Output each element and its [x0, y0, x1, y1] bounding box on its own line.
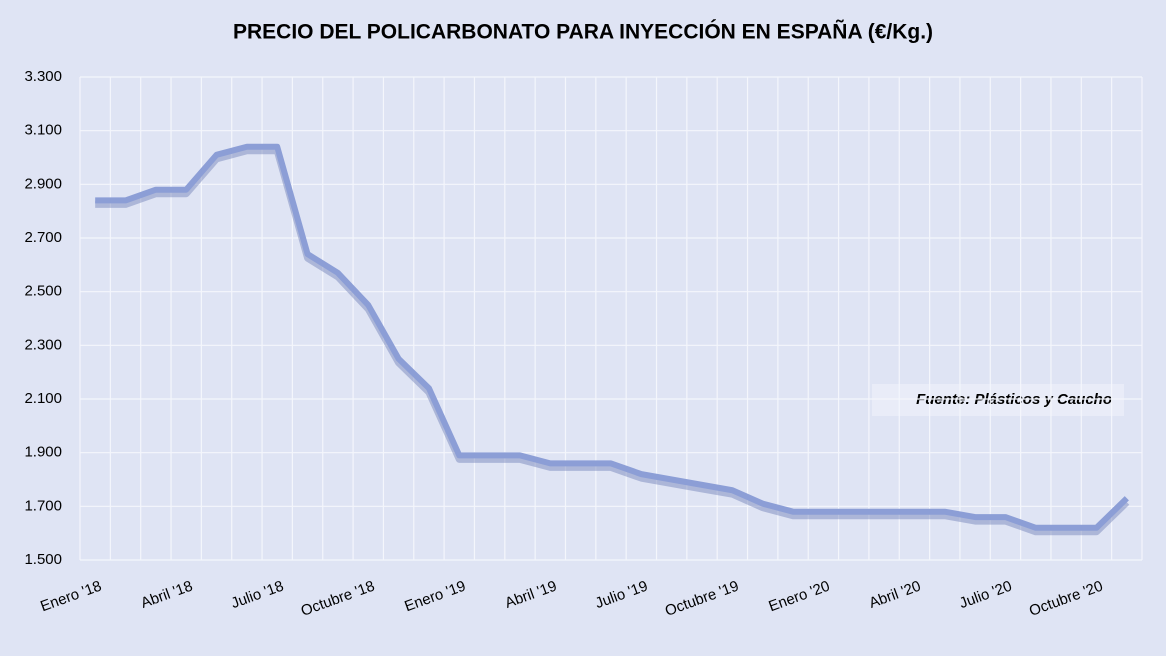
y-tick-label: 1.900: [24, 444, 62, 461]
chart-title: PRECIO DEL POLICARBONATO PARA INYECCIÓN …: [233, 20, 933, 44]
x-tick-label: Julio '18: [229, 578, 286, 613]
annotation-box: [872, 384, 1124, 416]
y-tick-label: 1.500: [24, 551, 62, 568]
x-tick-label: Abril '20: [867, 578, 923, 612]
x-tick-label: Enero '18: [38, 578, 104, 616]
y-tick-label: 2.300: [24, 336, 62, 353]
y-tick-label: 3.300: [24, 68, 62, 85]
y-tick-label: 2.500: [24, 283, 62, 300]
line-shadow: [95, 147, 1130, 536]
y-tick-label: 1.700: [24, 497, 62, 514]
x-tick-label: Abril '19: [503, 578, 559, 612]
y-tick-label: 2.100: [24, 390, 62, 407]
x-tick-label: Enero '20: [766, 578, 832, 616]
y-tick-label: 2.700: [24, 229, 62, 246]
x-tick-label: Octubre '18: [299, 578, 377, 620]
y-tick-label: 2.900: [24, 175, 62, 192]
line: [95, 143, 1129, 531]
x-tick-label: Julio '20: [957, 578, 1014, 613]
x-tick-label: Octubre '19: [663, 578, 741, 620]
x-tick-label: Julio '19: [593, 578, 650, 613]
x-tick-label: Octubre '20: [1027, 578, 1105, 620]
y-tick-label: 3.100: [24, 122, 62, 139]
x-tick-label: Enero '19: [402, 578, 468, 616]
x-tick-label: Abril '18: [139, 578, 195, 612]
